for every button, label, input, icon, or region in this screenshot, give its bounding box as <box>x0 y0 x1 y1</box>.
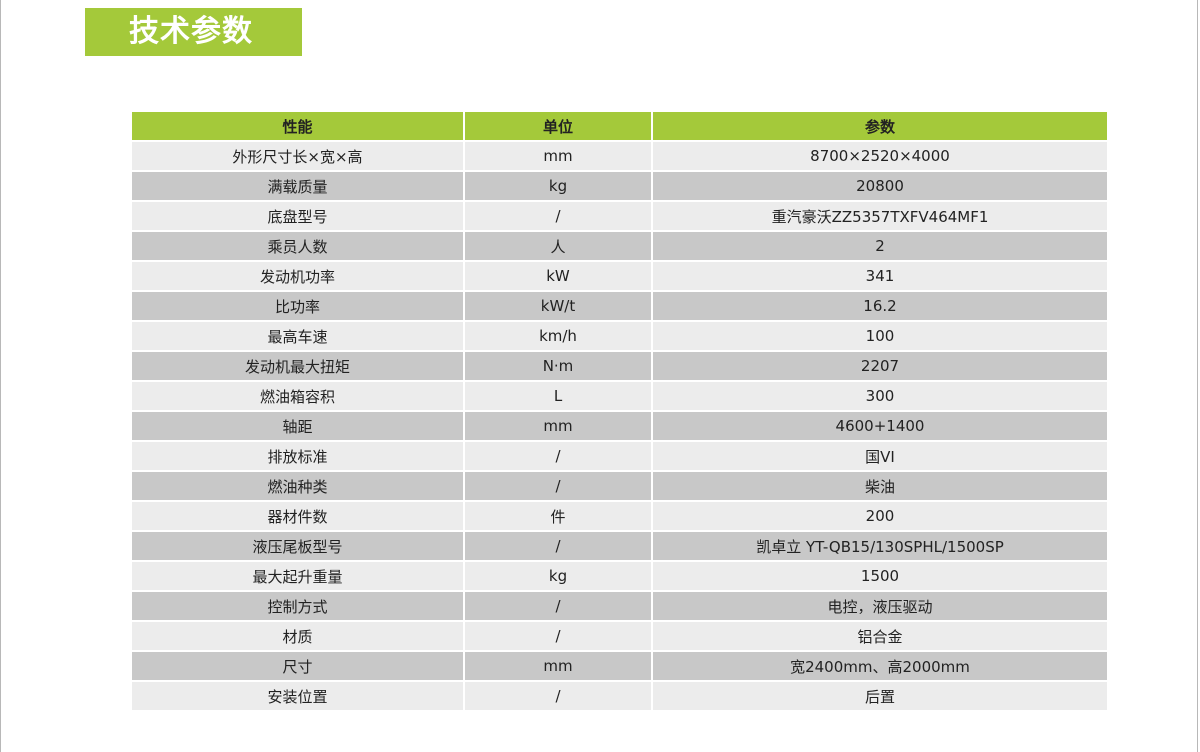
cell-parameter: 后置 <box>653 682 1107 710</box>
cell-parameter: 341 <box>653 262 1107 290</box>
cell-performance: 器材件数 <box>132 502 463 530</box>
table-row: 尺寸 mm 宽2400mm、高2000mm <box>132 652 1107 682</box>
cell-unit: kg <box>465 562 651 590</box>
cell-unit: / <box>465 592 651 620</box>
table-row: 材质 / 铝合金 <box>132 622 1107 652</box>
table-header-row: 性能 单位 参数 <box>132 112 1107 142</box>
cell-parameter: 300 <box>653 382 1107 410</box>
cell-performance: 燃油种类 <box>132 472 463 500</box>
cell-performance: 燃油箱容积 <box>132 382 463 410</box>
cell-performance: 比功率 <box>132 292 463 320</box>
cell-performance: 尺寸 <box>132 652 463 680</box>
table-row: 最高车速 km/h 100 <box>132 322 1107 352</box>
cell-performance: 发动机最大扭矩 <box>132 352 463 380</box>
cell-parameter: 16.2 <box>653 292 1107 320</box>
table-row: 安装位置 / 后置 <box>132 682 1107 712</box>
cell-unit: mm <box>465 652 651 680</box>
cell-parameter: 国VI <box>653 442 1107 470</box>
section-title: 技术参数 <box>85 8 302 56</box>
cell-unit: / <box>465 622 651 650</box>
cell-unit: L <box>465 382 651 410</box>
table-row: 轴距 mm 4600+1400 <box>132 412 1107 442</box>
table-row: 最大起升重量 kg 1500 <box>132 562 1107 592</box>
cell-performance: 排放标准 <box>132 442 463 470</box>
cell-parameter: 柴油 <box>653 472 1107 500</box>
cell-parameter: 200 <box>653 502 1107 530</box>
cell-performance: 最大起升重量 <box>132 562 463 590</box>
cell-performance: 控制方式 <box>132 592 463 620</box>
table-row: 控制方式 / 电控，液压驱动 <box>132 592 1107 622</box>
cell-unit: / <box>465 472 651 500</box>
table-row: 燃油种类 / 柴油 <box>132 472 1107 502</box>
table-row: 发动机最大扭矩 N·m 2207 <box>132 352 1107 382</box>
cell-parameter: 凯卓立 YT-QB15/130SPHL/1500SP <box>653 532 1107 560</box>
cell-parameter: 2207 <box>653 352 1107 380</box>
cell-parameter: 20800 <box>653 172 1107 200</box>
cell-unit: N·m <box>465 352 651 380</box>
cell-parameter: 4600+1400 <box>653 412 1107 440</box>
cell-performance: 满载质量 <box>132 172 463 200</box>
cell-unit: 人 <box>465 232 651 260</box>
cell-unit: mm <box>465 142 651 170</box>
cell-performance: 底盘型号 <box>132 202 463 230</box>
cell-unit: kW <box>465 262 651 290</box>
table-row: 比功率 kW/t 16.2 <box>132 292 1107 322</box>
header-performance: 性能 <box>132 112 463 140</box>
table-row: 满载质量 kg 20800 <box>132 172 1107 202</box>
header-unit: 单位 <box>465 112 651 140</box>
cell-performance: 外形尺寸长×宽×高 <box>132 142 463 170</box>
cell-parameter: 铝合金 <box>653 622 1107 650</box>
cell-unit: / <box>465 682 651 710</box>
spec-table: 性能 单位 参数 外形尺寸长×宽×高 mm 8700×2520×4000 满载质量 kg… <box>132 112 1107 712</box>
table-row: 乘员人数人 2 <box>132 232 1107 262</box>
table-row: 液压尾板型号 / 凯卓立 YT-QB15/130SPHL/1500SP <box>132 532 1107 562</box>
cell-parameter: 8700×2520×4000 <box>653 142 1107 170</box>
cell-performance: 最高车速 <box>132 322 463 350</box>
table-row: 燃油箱容积 L 300 <box>132 382 1107 412</box>
cell-unit: 件 <box>465 502 651 530</box>
cell-performance: 乘员人数 <box>132 232 463 260</box>
cell-parameter: 宽2400mm、高2000mm <box>653 652 1107 680</box>
table-row: 外形尺寸长×宽×高 mm 8700×2520×4000 <box>132 142 1107 172</box>
cell-parameter: 重汽豪沃ZZ5357TXFV464MF1 <box>653 202 1107 230</box>
header-parameter: 参数 <box>653 112 1107 140</box>
cell-unit: / <box>465 202 651 230</box>
cell-performance: 轴距 <box>132 412 463 440</box>
cell-parameter: 100 <box>653 322 1107 350</box>
cell-unit: mm <box>465 412 651 440</box>
cell-parameter: 电控，液压驱动 <box>653 592 1107 620</box>
table-row: 排放标准 / 国VI <box>132 442 1107 472</box>
cell-performance: 发动机功率 <box>132 262 463 290</box>
cell-unit: / <box>465 532 651 560</box>
cell-parameter: 2 <box>653 232 1107 260</box>
cell-performance: 材质 <box>132 622 463 650</box>
table-row: 底盘型号 / 重汽豪沃ZZ5357TXFV464MF1 <box>132 202 1107 232</box>
cell-unit: kg <box>465 172 651 200</box>
cell-parameter: 1500 <box>653 562 1107 590</box>
cell-unit: kW/t <box>465 292 651 320</box>
cell-performance: 安装位置 <box>132 682 463 710</box>
cell-unit: km/h <box>465 322 651 350</box>
table-row: 器材件数件 200 <box>132 502 1107 532</box>
cell-performance: 液压尾板型号 <box>132 532 463 560</box>
table-row: 发动机功率 kW 341 <box>132 262 1107 292</box>
cell-unit: / <box>465 442 651 470</box>
